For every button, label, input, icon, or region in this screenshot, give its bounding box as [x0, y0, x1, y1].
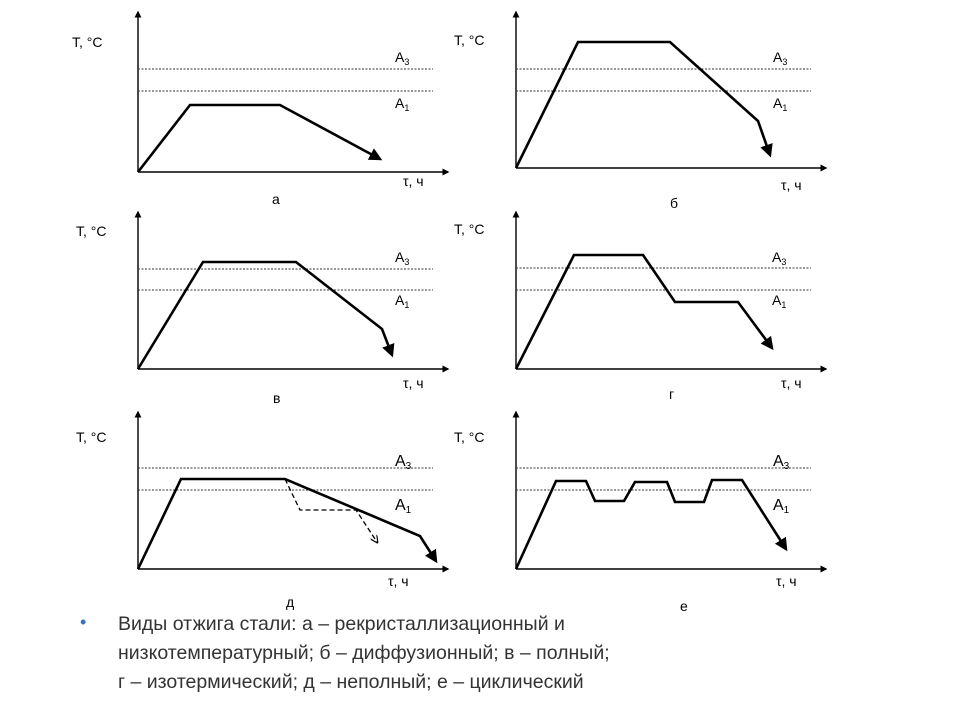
- a1-label: A1: [395, 95, 409, 113]
- y-axis-label: T, °C: [454, 221, 485, 237]
- annealing-curve: [514, 253, 774, 370]
- annealing-curve: [136, 260, 395, 370]
- panel-b: T, °C τ, ч A3 A1 б: [454, 10, 828, 211]
- panel-d: T, °C τ, ч A3 A1 д: [76, 410, 450, 610]
- bullet-icon: •: [80, 612, 87, 632]
- panel-letter: е: [680, 598, 688, 614]
- caption-line: г – изотермический; д – неполный; е – ци…: [118, 671, 584, 693]
- annealing-curve: [136, 103, 383, 173]
- y-axis-label: T, °C: [76, 223, 107, 239]
- y-axis-label: T, °C: [76, 429, 107, 445]
- a1-label: A1: [773, 497, 790, 516]
- x-axis-label: τ, ч: [781, 177, 802, 193]
- x-axis-label: τ, ч: [781, 375, 802, 391]
- a3-label: A3: [395, 49, 409, 67]
- panel-letter: д: [286, 594, 294, 610]
- a1-label: A1: [395, 292, 409, 310]
- a3-label: A3: [395, 249, 409, 267]
- panel-letter: в: [273, 390, 280, 406]
- a3-label: A3: [773, 49, 787, 67]
- x-axis-label: τ, ч: [776, 573, 797, 589]
- a1-label: A1: [773, 95, 787, 113]
- x-axis-label: τ, ч: [403, 173, 424, 189]
- panel-a: T, °C τ, ч A3 A1 а: [72, 10, 450, 207]
- a1-label: A1: [772, 292, 786, 310]
- panel-v: T, °C τ, ч A3 A1 в: [76, 210, 450, 406]
- a3-label: A3: [772, 249, 786, 267]
- y-axis-label: T, °C: [72, 34, 103, 50]
- a3-label: A3: [395, 453, 412, 472]
- y-axis-label: T, °C: [454, 32, 485, 48]
- a3-label: A3: [773, 453, 790, 472]
- x-axis-label: τ, ч: [403, 375, 424, 391]
- caption-line: низкотемпературный; б – диффузионный; в …: [118, 642, 610, 664]
- caption-text: Виды отжига стали: а – рекристаллизацион…: [118, 610, 918, 697]
- x-axis-label: τ, ч: [388, 573, 409, 589]
- panel-g: T, °C τ, ч A3 A1 г: [454, 210, 828, 402]
- annealing-curve: [136, 477, 438, 570]
- caption-line: Виды отжига стали: а – рекристаллизацион…: [118, 613, 565, 635]
- panel-letter: б: [670, 195, 678, 211]
- panel-e: T, °C τ, ч A3 A1 е: [454, 410, 828, 614]
- y-axis-label: T, °C: [454, 429, 485, 445]
- annealing-curve: [514, 478, 788, 570]
- isothermal-branch-dashed: [284, 478, 377, 542]
- annealing-curve: [514, 40, 773, 169]
- panel-letter: г: [669, 386, 674, 402]
- a1-label: A1: [395, 497, 412, 516]
- panel-letter: а: [272, 191, 280, 207]
